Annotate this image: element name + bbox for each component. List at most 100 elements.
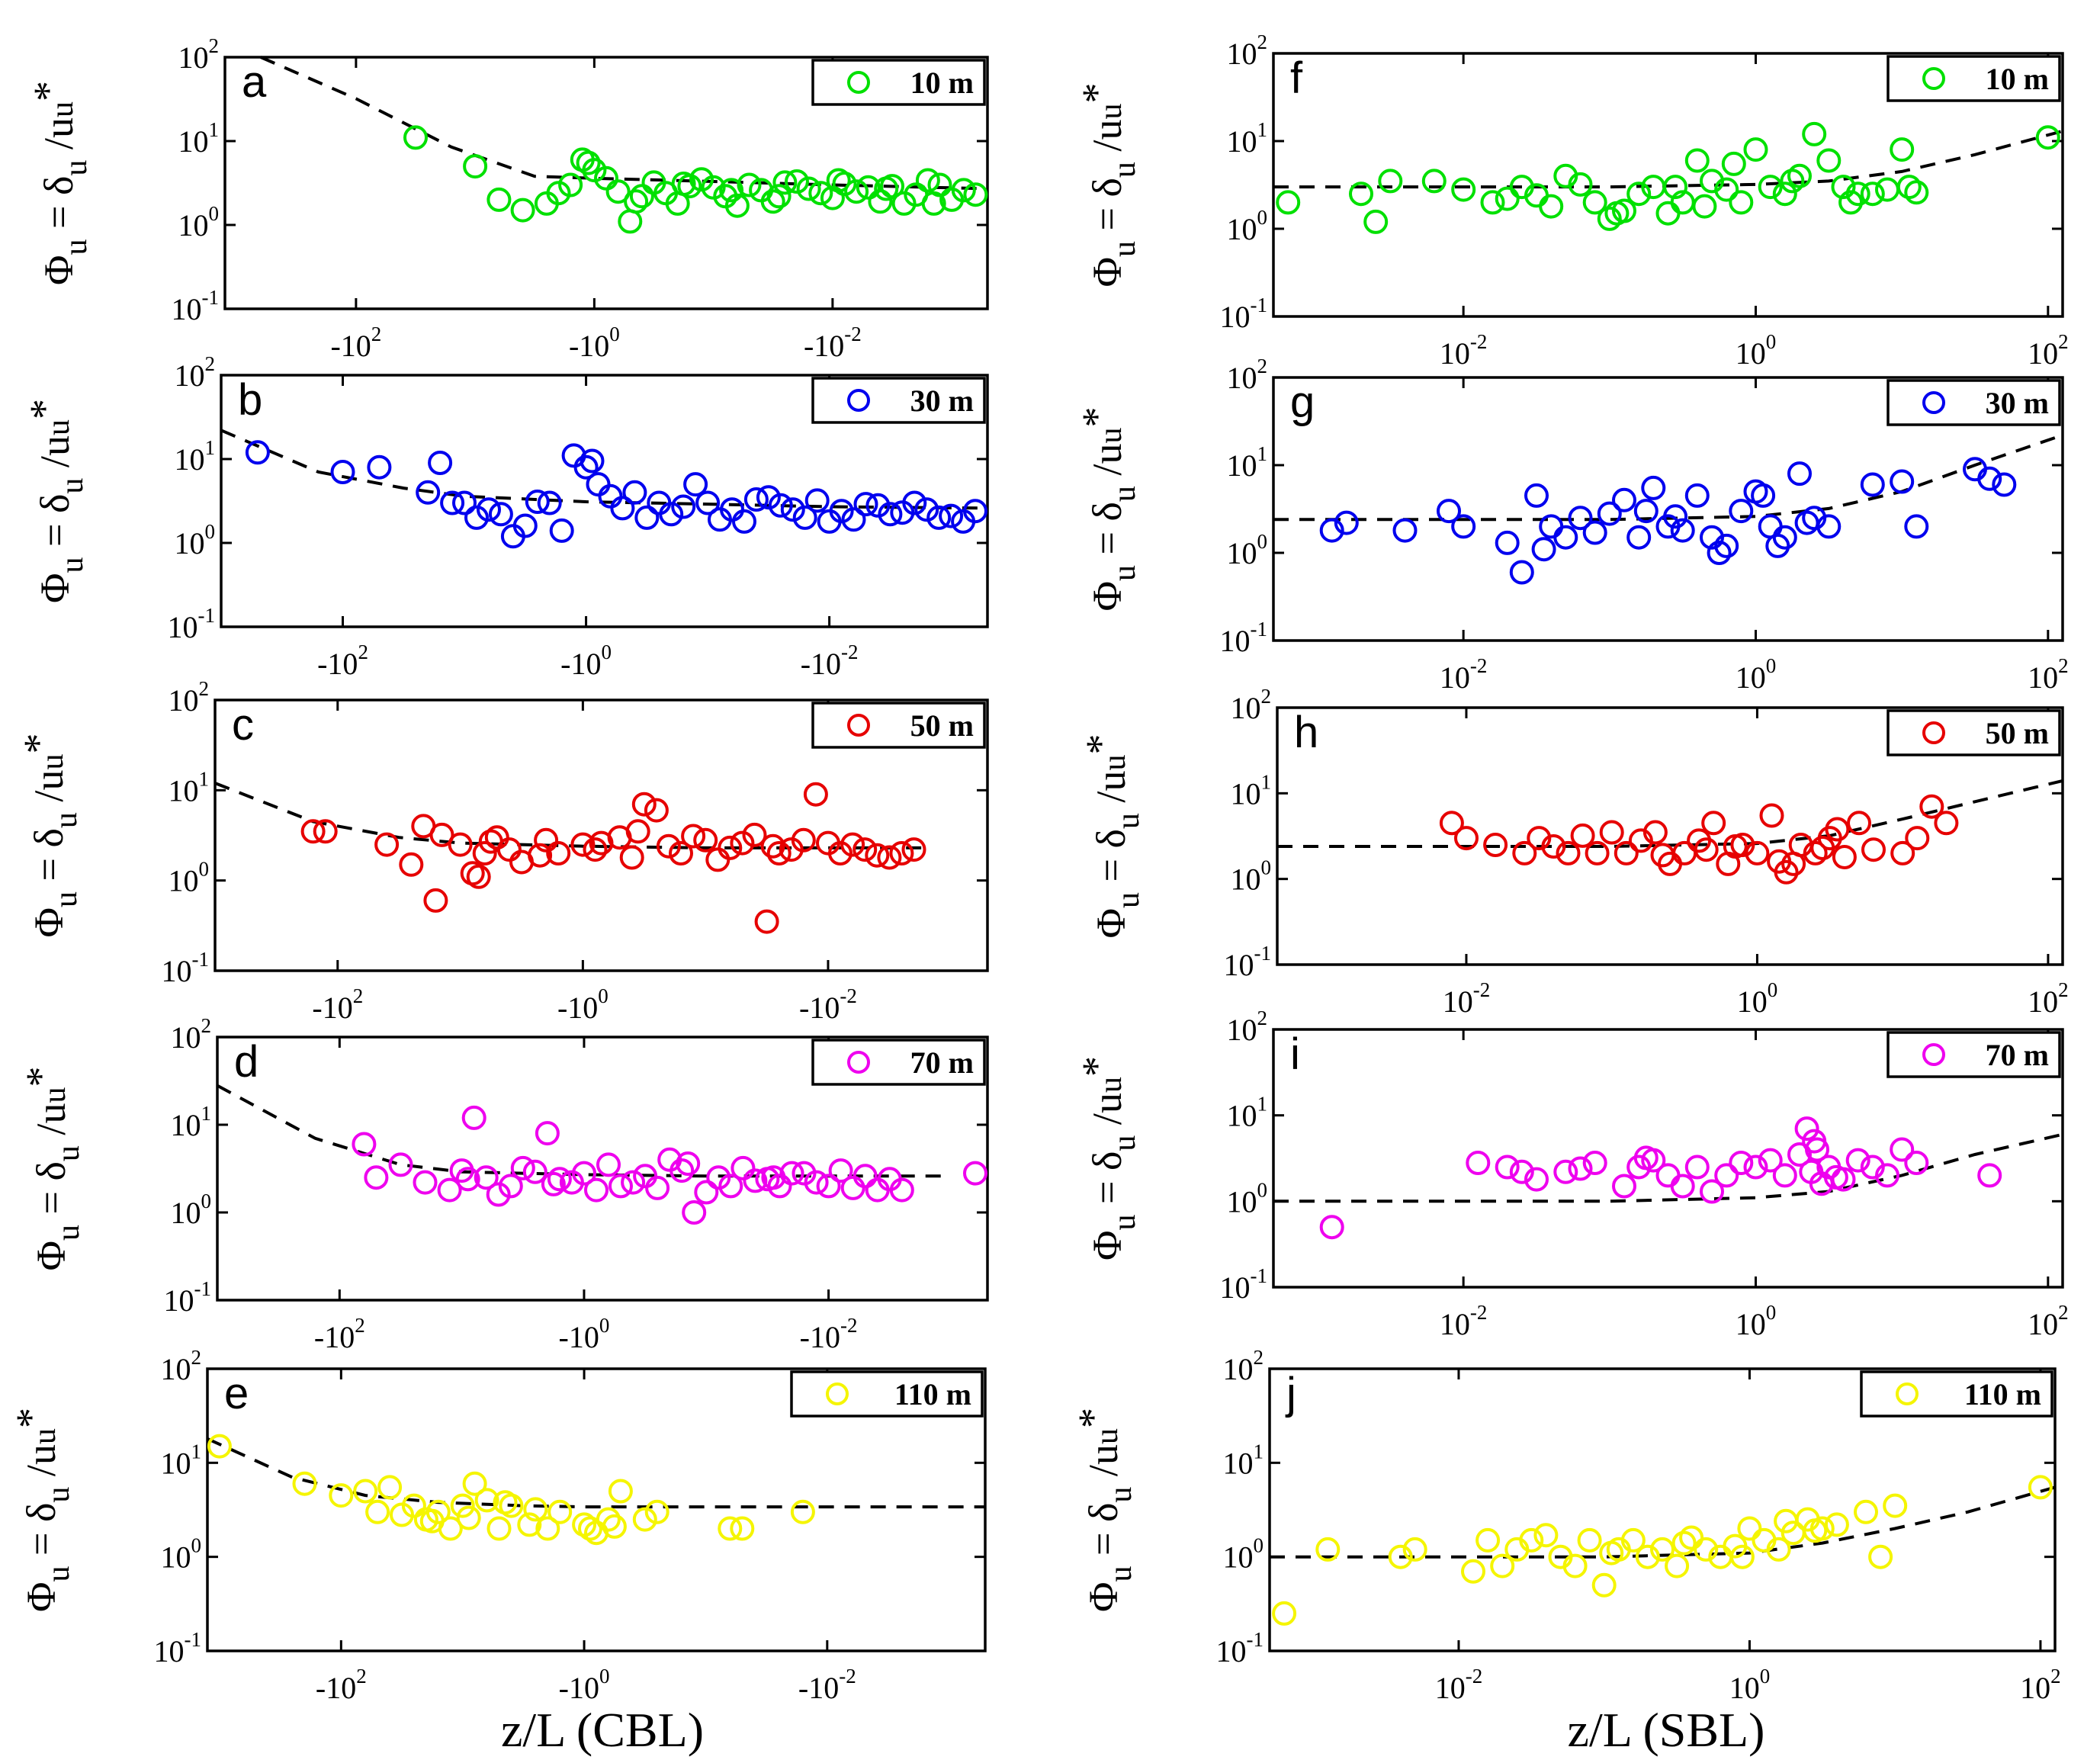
x-tick-label: 102 bbox=[2020, 1665, 2061, 1705]
data-point bbox=[939, 503, 964, 528]
data-point bbox=[796, 176, 821, 201]
data-point bbox=[1854, 1499, 1878, 1524]
panel-f: 102 101 100 10-1 10-2 100 102 f 10 m Φu = δu /uu* bbox=[1074, 31, 2069, 371]
data-point bbox=[1582, 190, 1607, 215]
data-point bbox=[1694, 1537, 1719, 1562]
fit-curve bbox=[1273, 1132, 2063, 1203]
x-tick-label: 10-2 bbox=[1440, 330, 1488, 371]
data-point bbox=[779, 1161, 804, 1186]
legend-box bbox=[1860, 1370, 2053, 1418]
data-point bbox=[901, 837, 926, 862]
panel-a: 102 101 100 10-1 -102 -100 -10-2 a 10 m Φu = δu /… bbox=[25, 34, 989, 363]
data-point bbox=[625, 819, 650, 844]
data-point bbox=[816, 1174, 841, 1199]
data-point bbox=[517, 1512, 542, 1537]
data-point bbox=[1650, 843, 1675, 868]
data-point bbox=[1461, 1559, 1485, 1584]
data-point bbox=[525, 490, 550, 514]
data-point bbox=[1721, 151, 1746, 176]
data-point bbox=[573, 454, 599, 480]
legend: 110 m bbox=[790, 1370, 984, 1418]
data-point bbox=[594, 165, 618, 191]
x-tick-label: -10-2 bbox=[804, 323, 862, 363]
data-point bbox=[608, 1174, 633, 1199]
data-point bbox=[399, 852, 424, 877]
y-axis-label: Φu = δu /uu* bbox=[1074, 83, 1142, 287]
data-point bbox=[644, 1499, 669, 1524]
data-point bbox=[889, 841, 914, 865]
data-point bbox=[1745, 840, 1770, 865]
y-axis-label: Φu = δu /uu* bbox=[18, 1067, 86, 1271]
y-axis-label: Φu = δu /uu* bbox=[1070, 1408, 1138, 1612]
data-point bbox=[1556, 840, 1581, 865]
legend-label: 70 m bbox=[910, 1045, 974, 1080]
legend-label: 70 m bbox=[1986, 1038, 2049, 1072]
data-point bbox=[1794, 510, 1819, 535]
data-point bbox=[878, 502, 903, 527]
data-point bbox=[1787, 1142, 1812, 1167]
data-point bbox=[804, 1170, 829, 1195]
data-point bbox=[1861, 837, 1886, 862]
data-point bbox=[300, 819, 326, 844]
data-point bbox=[1480, 190, 1505, 215]
data-point bbox=[364, 1165, 389, 1190]
data-point bbox=[429, 822, 454, 847]
fit-curve bbox=[1273, 433, 2063, 522]
legend: 50 m bbox=[811, 702, 986, 749]
data-point bbox=[1751, 483, 1776, 508]
data-point bbox=[488, 502, 513, 527]
y-tick-label: 102 bbox=[178, 34, 220, 75]
data-point bbox=[535, 1121, 560, 1146]
panel-c: 102 101 100 10-1 -102 -100 -10-2 c 50 m Φu = δu /… bbox=[15, 677, 989, 1025]
data-point bbox=[1568, 1156, 1593, 1181]
data-point bbox=[743, 487, 769, 512]
data-point bbox=[816, 830, 840, 856]
data-point bbox=[1875, 1163, 1899, 1188]
data-point bbox=[1692, 194, 1717, 219]
data-point bbox=[1421, 169, 1447, 194]
y-tick-label: 101 bbox=[1227, 1093, 1268, 1133]
plot-frame bbox=[220, 374, 989, 628]
x-tick-label: 102 bbox=[2028, 330, 2069, 371]
y-tick-label: 101 bbox=[171, 1102, 212, 1142]
data-point bbox=[1684, 1154, 1710, 1180]
data-point bbox=[576, 150, 601, 175]
fit-curve bbox=[214, 782, 926, 849]
data-point bbox=[682, 1200, 707, 1225]
data-point bbox=[1582, 520, 1607, 545]
data-point bbox=[853, 837, 878, 862]
data-point bbox=[602, 1514, 627, 1539]
data-point bbox=[1451, 177, 1476, 202]
data-point bbox=[1803, 1518, 1828, 1543]
y-tick-label: 102 bbox=[1231, 685, 1272, 725]
plot-frame bbox=[216, 1036, 989, 1302]
data-point bbox=[1562, 1553, 1588, 1578]
data-point bbox=[1483, 833, 1508, 857]
panel-d: 102 101 100 10-1 -102 -100 -10-2 d 70 m Φu = δu /… bbox=[18, 1014, 989, 1354]
data-point bbox=[1597, 501, 1622, 526]
y-axis-label: Φu = δu /uu* bbox=[15, 734, 84, 938]
data-point bbox=[1597, 206, 1622, 231]
data-point bbox=[2028, 1475, 2053, 1500]
data-point bbox=[1766, 1537, 1791, 1562]
x-tick-label: -100 bbox=[557, 984, 608, 1025]
data-point bbox=[817, 509, 842, 534]
data-point bbox=[1714, 1163, 1739, 1188]
data-point bbox=[1707, 541, 1732, 565]
data-point bbox=[583, 837, 608, 862]
legend-marker bbox=[847, 714, 870, 737]
data-point bbox=[1934, 811, 1959, 836]
data-point bbox=[1890, 469, 1915, 494]
data-point bbox=[1633, 1145, 1658, 1171]
data-point bbox=[683, 472, 708, 497]
x-tick-label: 100 bbox=[1736, 654, 1777, 695]
data-point bbox=[207, 1434, 232, 1459]
data-point bbox=[891, 191, 917, 216]
data-point bbox=[1824, 1512, 1849, 1537]
data-point bbox=[1701, 811, 1726, 836]
data-point bbox=[1553, 163, 1578, 188]
data-point bbox=[1803, 840, 1828, 865]
data-point bbox=[570, 832, 596, 857]
data-point bbox=[708, 507, 732, 532]
data-point bbox=[428, 451, 453, 475]
